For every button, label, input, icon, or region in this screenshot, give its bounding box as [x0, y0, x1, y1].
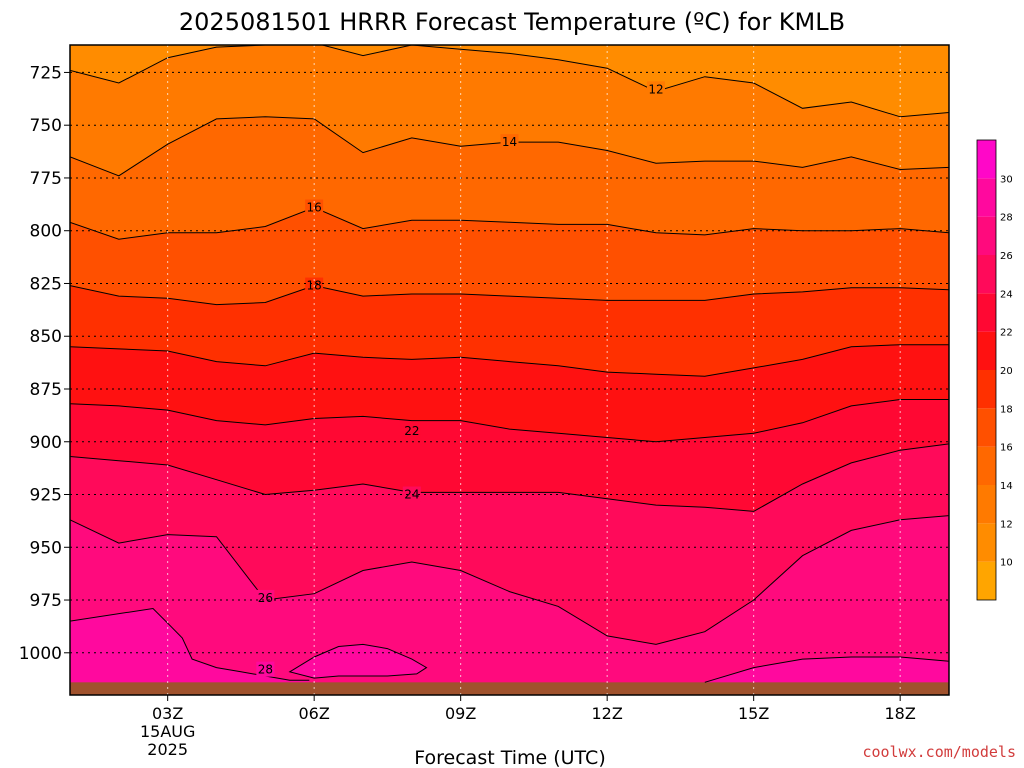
contour-label: 24	[404, 488, 419, 502]
band-22	[70, 399, 949, 512]
colorbar-tick-label: 12	[1000, 519, 1013, 530]
contour-label-bg	[402, 423, 421, 439]
contour-label-bg	[402, 486, 421, 502]
band-12	[70, 45, 949, 176]
colorbar-swatch	[977, 331, 996, 370]
colorbar-tick-label: 16	[1000, 443, 1013, 454]
y-tick-label: 775	[30, 169, 62, 189]
colorbar-swatch	[977, 178, 996, 217]
x-tick-label: 09Z	[445, 704, 476, 723]
colorbar-tick-label: 24	[1000, 289, 1013, 300]
colorbar-swatch	[977, 370, 996, 409]
x-tick-label: 15Z	[738, 704, 769, 723]
colorbar-swatch	[977, 255, 996, 294]
y-tick-label: 750	[30, 116, 62, 136]
x-axis-title: Forecast Time (UTC)	[414, 747, 605, 768]
y-tick-label: 875	[30, 380, 62, 400]
contour-label: 12	[648, 82, 663, 96]
band-26	[70, 515, 949, 695]
y-tick-label: 800	[30, 222, 62, 242]
chart-title: 2025081501 HRRR Forecast Temperature (ºC…	[179, 8, 845, 36]
contour-line-28	[70, 607, 310, 681]
x-tick-label: 18Z	[885, 704, 916, 723]
x-tick-sublabel: 15AUG	[140, 722, 195, 741]
y-tick-label: 900	[30, 433, 62, 453]
contour-line-26	[70, 515, 949, 645]
colorbar-swatch	[977, 293, 996, 332]
band-24	[70, 443, 949, 645]
y-tick-label: 975	[30, 591, 62, 611]
colorbar-tick-label: 14	[1000, 481, 1013, 492]
contour-line-20	[70, 344, 949, 377]
colorbar-tick-label: 18	[1000, 404, 1013, 415]
contour-line-22	[70, 399, 949, 443]
colorbar-tick-label: 22	[1000, 328, 1013, 339]
colorbar-swatch	[977, 523, 996, 562]
contour-line-12	[70, 45, 949, 118]
contour-label-bg	[256, 589, 275, 605]
x-tick-label: 12Z	[592, 704, 623, 723]
y-tick-label: 925	[30, 486, 62, 506]
colorbar-legend: 10 12 14 16 18 20 22 24 26 28 30	[976, 139, 1013, 601]
colorbar-swatch	[977, 216, 996, 255]
y-tick-label: 825	[30, 274, 62, 294]
contour-line-18	[70, 285, 949, 306]
contour-label: 28	[258, 663, 273, 677]
contour-label-bg	[256, 661, 275, 677]
contour-label: 22	[404, 424, 419, 438]
contour-label-bg	[647, 81, 665, 97]
gridlines	[70, 45, 949, 695]
colorbar-frame	[976, 139, 997, 601]
contour-label-bg	[500, 134, 519, 150]
colorbar-swatch	[977, 446, 996, 485]
colorbar-swatch	[977, 561, 996, 600]
y-tick-label: 950	[30, 538, 62, 558]
colorbar-tick-label: 30	[1000, 174, 1013, 185]
y-tick-label: 725	[30, 63, 62, 83]
colorbar-tick-label: 10	[1000, 558, 1013, 569]
colorbar-swatch	[977, 140, 996, 179]
x-tick-label: 03Z	[152, 704, 183, 723]
plot-frame	[69, 44, 950, 696]
x-tick-sublabel: 2025	[147, 740, 188, 759]
contour-line-24	[70, 443, 949, 512]
contour-label: 26	[258, 591, 273, 605]
contour-label: 14	[502, 135, 517, 149]
colorbar-tick-label: 28	[1000, 213, 1013, 224]
contour-line-28	[704, 656, 949, 683]
band-20	[70, 344, 949, 442]
colorbar-tick-label: 20	[1000, 366, 1013, 377]
contour-line-28	[288, 643, 428, 679]
colorbar-tick-label: 26	[1000, 251, 1013, 262]
colorbar-swatch	[977, 408, 996, 447]
ground-strip	[70, 682, 949, 695]
x-tick-label: 06Z	[299, 704, 330, 723]
y-axis: 725 750 775 800 825 850 875 900 925 950 975 1000	[19, 63, 70, 664]
band-18	[70, 285, 949, 377]
y-tick-label: 850	[30, 327, 62, 347]
y-tick-label: 1000	[19, 644, 62, 664]
credit-text[interactable]: coolwx.com/models	[862, 743, 1016, 761]
colorbar-swatch	[977, 485, 996, 524]
